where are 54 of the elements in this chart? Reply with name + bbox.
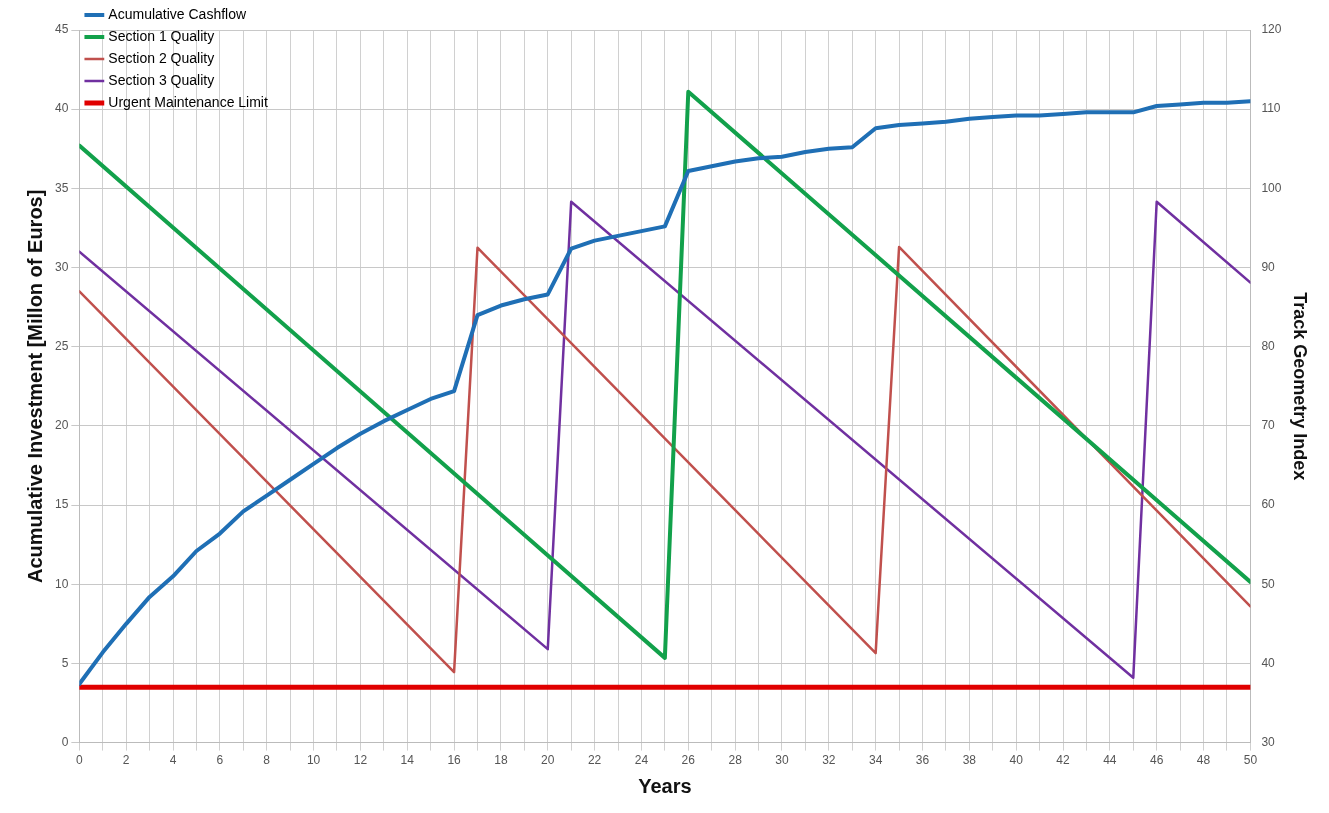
x-tick-label: 46 <box>1150 753 1164 768</box>
x-tick-label: 36 <box>915 753 930 768</box>
y2-tick-label: 90 <box>1261 259 1276 274</box>
x-tick-label: 18 <box>494 753 508 768</box>
x-tick-label: 16 <box>447 753 462 768</box>
x-tick-label: 8 <box>263 753 271 768</box>
y-tick-label: 15 <box>54 497 69 512</box>
x-tick-label: 40 <box>1009 753 1024 768</box>
x-tick-label: 48 <box>1196 753 1211 768</box>
legend-label: Section 3 Quality <box>108 71 215 88</box>
x-tick-label: 22 <box>587 753 602 768</box>
legend-label: Section 2 Quality <box>108 49 215 66</box>
legend-label: Acumulative Cashflow <box>108 5 247 22</box>
y2-tick-label: 40 <box>1261 655 1276 670</box>
y-tick-label: 35 <box>54 180 69 195</box>
y2-axis-title: Track Geometry Index <box>1290 292 1311 481</box>
x-tick-label: 24 <box>634 753 649 768</box>
x-tick-label: 32 <box>822 753 836 768</box>
y-tick-label: 45 <box>54 22 69 37</box>
y-tick-label: 30 <box>54 259 69 274</box>
x-tick-label: 4 <box>169 753 177 768</box>
x-tick-label: 10 <box>306 753 321 768</box>
legend-label: Section 1 Quality <box>108 27 215 44</box>
x-tick-label: 20 <box>541 753 555 768</box>
x-tick-label: 50 <box>1243 753 1258 768</box>
x-tick-label: 44 <box>1103 753 1117 768</box>
y-axis-title: Acumulative Investment [Millon of Euros] <box>23 189 46 583</box>
legend-label: Urgent Maintenance Limit <box>108 93 268 110</box>
x-tick-label: 38 <box>962 753 977 768</box>
y-tick-label: 10 <box>54 576 69 591</box>
y2-tick-label: 100 <box>1261 180 1282 195</box>
y2-tick-label: 50 <box>1261 576 1276 591</box>
y-tick-label: 0 <box>61 734 69 749</box>
x-axis-title: Years <box>638 774 692 797</box>
x-tick-label: 14 <box>400 753 415 768</box>
y2-tick-label: 120 <box>1261 22 1282 37</box>
x-tick-label: 2 <box>122 753 130 768</box>
y2-tick-label: 110 <box>1261 101 1281 116</box>
x-tick-label: 12 <box>353 753 368 768</box>
x-tick-label: 0 <box>76 753 83 768</box>
y-tick-label: 20 <box>54 418 69 433</box>
y2-tick-label: 60 <box>1261 497 1276 512</box>
y2-tick-label: 80 <box>1261 339 1276 354</box>
x-tick-label: 30 <box>775 753 789 768</box>
y2-tick-label: 30 <box>1261 734 1276 749</box>
y2-tick-label: 70 <box>1261 418 1276 433</box>
x-tick-label: 42 <box>1056 753 1071 768</box>
y-tick-label: 40 <box>54 101 69 116</box>
x-tick-label: 34 <box>868 753 883 768</box>
y-tick-label: 5 <box>61 655 69 670</box>
x-tick-label: 26 <box>681 753 696 768</box>
x-tick-label: 6 <box>216 753 224 768</box>
x-tick-label: 28 <box>728 753 743 768</box>
y-tick-label: 25 <box>54 339 69 354</box>
